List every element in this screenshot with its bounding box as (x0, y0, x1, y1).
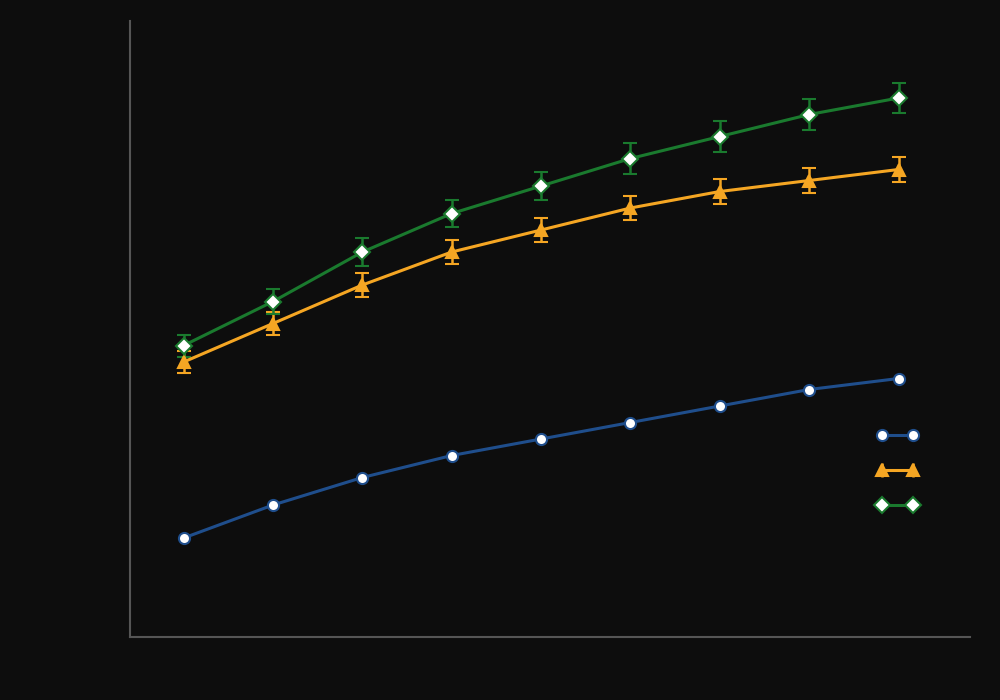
Legend: , , : , , (878, 427, 921, 519)
